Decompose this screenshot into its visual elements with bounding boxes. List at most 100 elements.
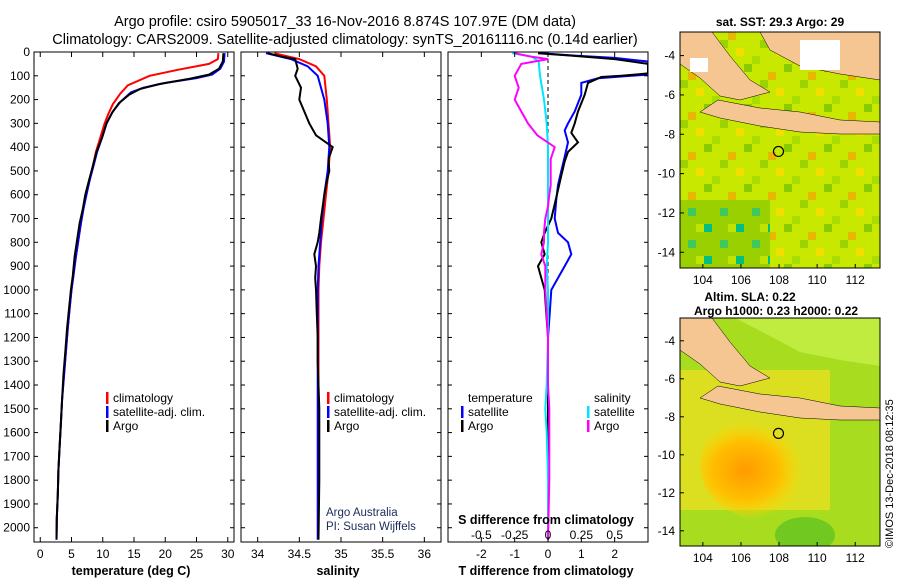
series-line-s-satellite [511,52,549,540]
map-y-tick-label: -8 [664,127,675,141]
footer-credit: ©IMOS 13-Dec-2018 08:12:35 [884,399,896,548]
map-y-tick-label: -6 [664,88,675,102]
pressure-tick-label: 1400 [3,378,30,392]
legend-climatology: climatology [334,391,394,405]
map-y-tick-label: -4 [664,49,675,63]
x-tick-label: 35 [334,547,348,561]
legend-t-argo: Argo [468,419,494,433]
pressure-tick-label: 400 [10,140,30,154]
sla-land-borneo [735,318,880,366]
legend-mark-t-argo [461,420,464,432]
pressure-tick-label: 800 [10,235,30,249]
pressure-tick-label: 1600 [3,426,30,440]
x-tick-label: 15 [127,547,141,561]
temperature-plot-frame [33,51,235,543]
sst-map-panel: sat. SST: 29.3 Argo: 29 104 106 108 110 112 -… [658,15,881,287]
sla-map-subtitle: Argo h1000: 0.23 h2000: 0.22 [694,304,858,318]
s-tick-label: -0.5 [471,528,492,542]
legend-mark-argo [106,420,109,432]
series-line-climatology [55,53,220,540]
pressure-tick-label: 100 [10,69,30,83]
pressure-tick-label: 1500 [3,402,30,416]
credit-argo-australia: Argo Australia [326,507,398,519]
sla-map-panel: Altim. SLA: 0.22 Argo h1000: 0.23 h2000:… [658,290,881,565]
series-line-satellite-adj-clim- [55,53,226,540]
map-x-tick-label: 108 [769,273,789,287]
x-tick-label: 35.5 [371,547,395,561]
pressure-tick-label: 1100 [4,307,30,321]
s-tick-label: 0.25 [570,528,594,542]
map-y-tick-label: -10 [658,448,676,462]
map-y-tick-label: -12 [658,206,676,220]
sst-cloud-gap [800,40,840,70]
pressure-tick-label: 1900 [3,497,30,511]
pressure-tick-label: 700 [10,212,30,226]
sst-south-field [680,200,770,268]
pressure-tick-label: 2000 [3,521,30,535]
x-tick-label: 34.5 [288,547,312,561]
legend-s-satellite: satellite [594,405,635,419]
x-tick-label: 0 [37,547,44,561]
map-x-tick-label: 104 [693,273,713,287]
sla-map-frame [679,317,881,547]
legend-t-satellite: satellite [468,405,509,419]
legend-mark-climatology [106,392,109,404]
sst-map-title: sat. SST: 29.3 Argo: 29 [716,15,845,29]
pressure-tick-label: 900 [10,259,30,273]
float-marker [772,427,785,440]
map-x-tick-label: 106 [731,273,751,287]
x-tick-label: 30 [221,547,235,561]
legend-s-argo: Argo [594,419,620,433]
difference-legend: temperature satellite Argo salinity sate… [461,391,635,433]
legend-argo: Argo [113,419,139,433]
legend-satellite-adj: satellite-adj. clim. [334,405,426,419]
temperature-xlabel: temperature (deg C) [72,564,191,578]
map-y-tick-label: -12 [658,486,676,500]
sla-land-sumatra [680,318,771,387]
legend-satellite-adj: satellite-adj. clim. [113,405,205,419]
map-y-tick-label: -4 [664,334,675,348]
series-line-s-argo [513,52,556,540]
x-tick-label: 34 [251,547,265,561]
series-line-argo [55,53,225,540]
legend-mark-s-argo [587,420,590,432]
pressure-tick-label: 1800 [3,473,30,487]
pressure-tick-label: 1000 [3,283,30,297]
s-tick-label: -0.25 [501,528,529,542]
x-tick-label: -1 [509,547,520,561]
legend-mark-satellite [106,406,109,418]
sla-green-eddy [775,517,835,546]
pressure-tick-label: 1300 [3,354,30,368]
x-tick-label: 2 [611,547,618,561]
sla-land-java [699,385,880,421]
temperature-legend: climatology satellite-adj. clim. Argo [106,391,205,433]
map-x-tick-label: 104 [693,551,713,565]
map-x-tick-label: 112 [846,551,865,565]
legend-mark-t-satellite [461,406,464,418]
legend-mark-climatology [327,392,330,404]
difference-panel: -2 -1 0 1 2 -0.5 -0.25 0 0.25 0.5 S difference f… [447,51,649,578]
legend-mark-s-satellite [587,406,590,418]
map-y-tick-label: -8 [664,410,675,424]
x-tick-label: 0 [545,547,552,561]
sst-land-java [699,99,880,135]
x-tick-label: 5 [68,547,75,561]
map-y-tick-label: -14 [658,524,676,538]
map-x-tick-label: 112 [846,273,865,287]
x-tick-label: 20 [159,547,173,561]
salinity-plot-frame [240,51,442,543]
float-marker [772,145,785,158]
pressure-tick-label: 500 [10,164,30,178]
map-x-tick-label: 110 [808,273,827,287]
x-tick-label: 25 [190,547,204,561]
map-x-tick-label: 110 [808,551,827,565]
salinity-xlabel: salinity [316,564,359,578]
pressure-tick-label: 0 [23,45,30,59]
legend-mark-satellite [327,406,330,418]
legend-temperature-title: temperature [468,391,533,405]
pressure-tick-label: 600 [10,188,30,202]
series-line-climatology [274,52,332,540]
sla-map-title: Altim. SLA: 0.22 [704,290,796,304]
map-y-tick-label: -14 [658,245,676,259]
